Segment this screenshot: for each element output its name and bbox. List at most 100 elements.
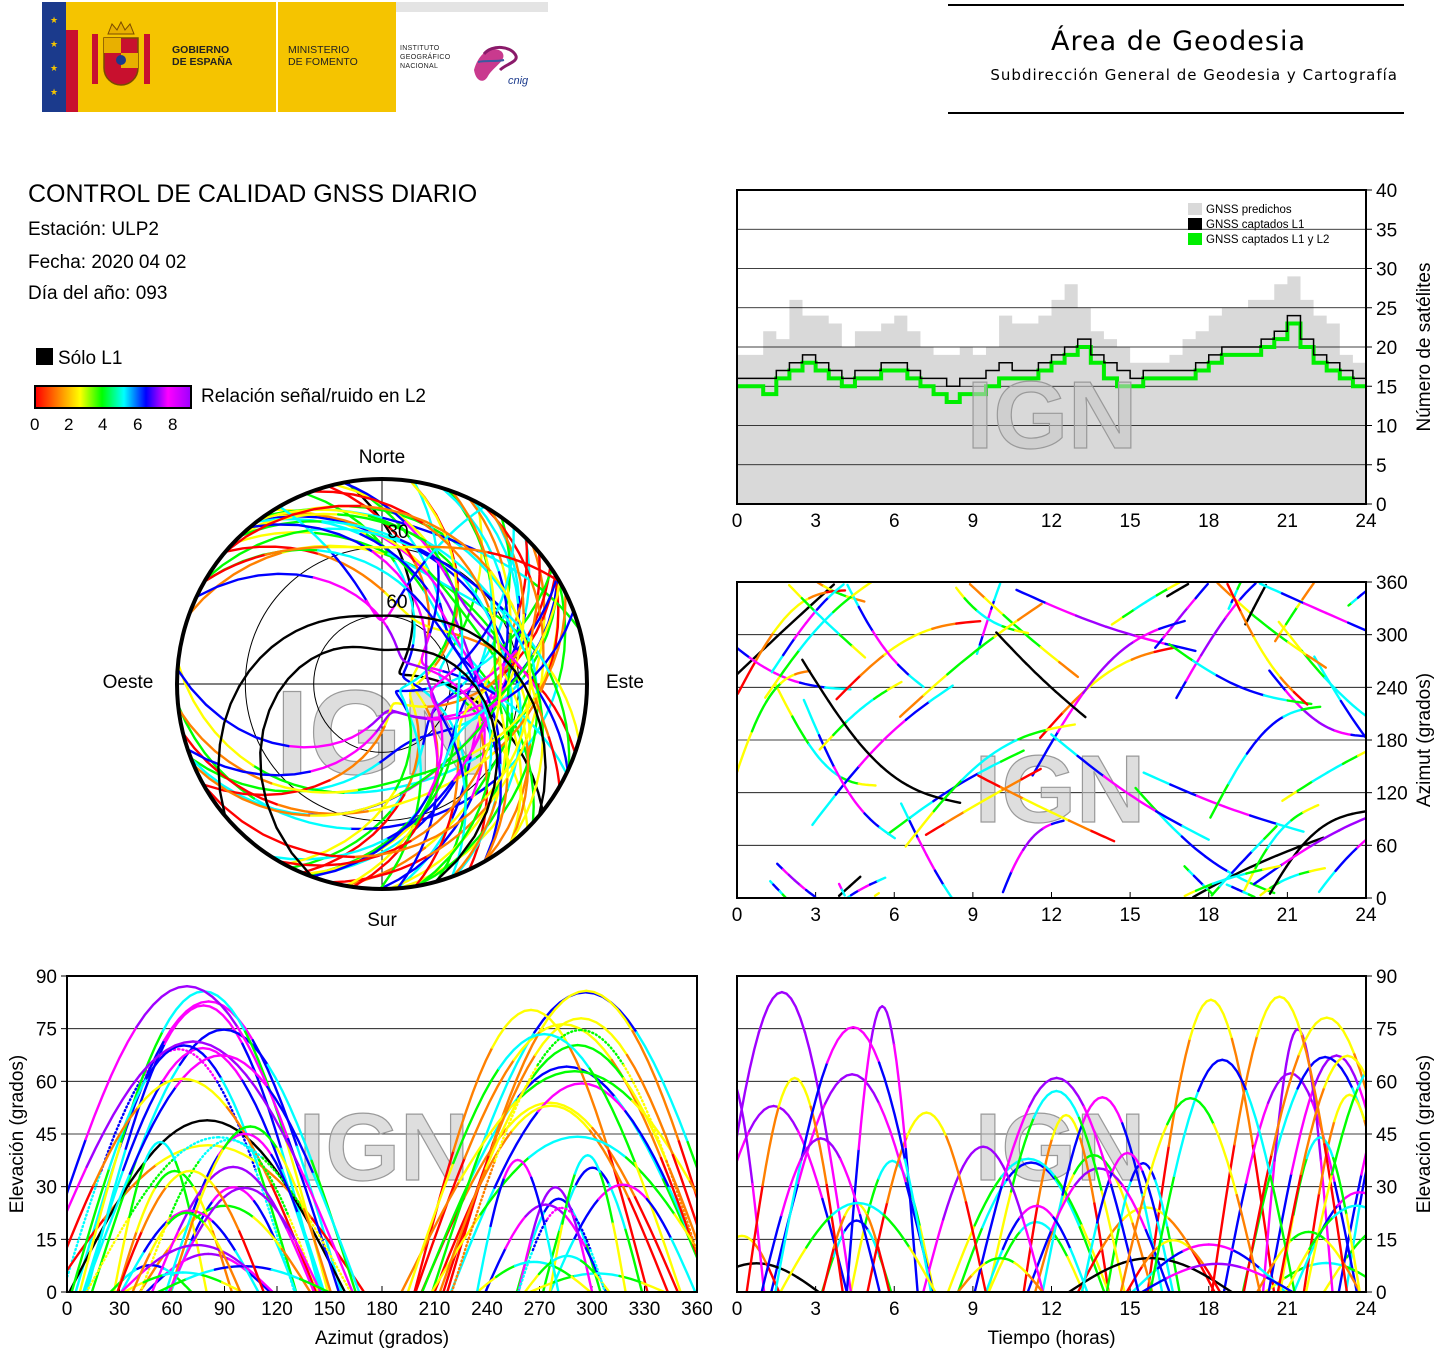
elevaz-track <box>211 1186 235 1203</box>
elevtime-track <box>999 1257 1016 1264</box>
satellites-xtick-label: 6 <box>889 511 900 532</box>
elevtime-track <box>1335 1054 1361 1089</box>
elevaz-track <box>276 1147 306 1211</box>
azimuth-track <box>1069 703 1087 719</box>
elevaz-track <box>295 1145 343 1292</box>
sky-track <box>426 540 490 596</box>
sky-track <box>433 618 517 673</box>
sky-track <box>483 726 502 863</box>
azimuth-track <box>1301 707 1320 724</box>
snr-tick: 8 <box>168 415 178 434</box>
sky-track <box>365 709 390 730</box>
elevtime-track <box>796 1129 824 1201</box>
elevaz-track <box>561 1023 614 1062</box>
azimuth-track <box>1082 661 1110 695</box>
azimuth-track <box>1284 614 1293 626</box>
azimuth-track <box>1024 662 1043 680</box>
sky-track <box>397 758 449 796</box>
azimuth-track <box>807 743 827 767</box>
elevtime-track <box>1131 1222 1154 1292</box>
elevtime-track <box>1323 1055 1354 1090</box>
elevtime-track <box>1079 1137 1096 1205</box>
azimuth-track <box>1194 882 1214 892</box>
elevaz-track <box>546 1206 563 1221</box>
azimuth-track <box>1186 597 1197 610</box>
satellites-ytick-label: 20 <box>1376 338 1397 359</box>
azimuth-track <box>976 609 992 622</box>
azimuth-track <box>770 653 785 674</box>
azimuth-track <box>1266 658 1282 679</box>
sky-track <box>531 580 561 658</box>
elevaz-xtick-label: 180 <box>366 1299 398 1320</box>
elevaz-track <box>131 1251 152 1292</box>
azimuth-track <box>1279 676 1296 694</box>
azimuth-track <box>1259 886 1272 897</box>
azimuth-track <box>1215 674 1242 689</box>
elevaz-track <box>491 1008 533 1049</box>
elevaz-track <box>67 1165 88 1215</box>
elevaz-track <box>579 1028 625 1067</box>
elevtime-track <box>845 1147 860 1292</box>
elevaz-track <box>253 1200 277 1241</box>
elevaz-track <box>204 1165 235 1185</box>
elevtime-track <box>1357 1085 1366 1113</box>
azimuth-track <box>1280 592 1306 605</box>
elevaz-track <box>198 1138 231 1162</box>
elevtime-track <box>1346 1054 1366 1080</box>
elevtime-track <box>1348 1093 1366 1123</box>
elevaz-track <box>257 1158 290 1218</box>
azimuth-track <box>1168 643 1195 662</box>
azimuth-track <box>1326 762 1345 774</box>
azimuth-track <box>1254 846 1269 870</box>
elevaz-track <box>497 1032 546 1070</box>
elevtime-track <box>1296 1055 1327 1090</box>
legend-label: GNSS predichos <box>1206 204 1292 216</box>
snr-color-bar <box>34 385 192 409</box>
elevtime-track <box>1140 1276 1169 1292</box>
elevaz-track <box>452 1046 494 1153</box>
elevtime-track <box>1146 1144 1170 1292</box>
azimuth-track <box>878 826 896 840</box>
sky-track <box>402 717 420 797</box>
azimuth-track <box>908 820 920 840</box>
coat-of-arms-icon <box>92 20 150 86</box>
elevaz-border <box>66 975 698 1293</box>
sky-track <box>424 697 509 721</box>
elevaz-track <box>136 1077 184 1109</box>
azimuth-track <box>1431 856 1444 863</box>
elevaz-track <box>611 1222 627 1292</box>
azimuth-track <box>1020 630 1042 649</box>
sky-track <box>534 697 551 739</box>
elevtime-track <box>1166 1226 1181 1292</box>
elevtime-ytick-label: 75 <box>1376 1020 1397 1041</box>
elevaz-track <box>573 1154 589 1175</box>
sky-track <box>484 712 514 811</box>
elevtime-track <box>1052 1216 1072 1251</box>
elevaz-track <box>186 1252 210 1261</box>
elevaz-track <box>120 1250 146 1292</box>
sky-track <box>472 499 520 606</box>
predicted-area <box>737 276 1366 504</box>
elevtime-xtick-label: 21 <box>1277 1299 1298 1320</box>
elevaz-xtick-label: 240 <box>471 1299 503 1320</box>
elevtime-track <box>1122 1206 1148 1220</box>
elevtime-track <box>1435 1174 1445 1292</box>
sky-track <box>430 691 443 717</box>
azimuth-track <box>1209 782 1230 819</box>
elevtime-track <box>718 1076 730 1105</box>
elevaz-track <box>631 1030 681 1143</box>
elevtime-track <box>1001 1216 1021 1251</box>
elevaz-track <box>82 1168 125 1292</box>
azimuth-track <box>995 631 1013 650</box>
elevaz-track <box>596 1272 621 1278</box>
azimuth-track <box>1390 883 1400 890</box>
sky-track <box>278 840 412 867</box>
elevtime-track <box>737 1234 744 1239</box>
azimuth-track <box>1067 819 1093 833</box>
elevtime-track <box>701 1199 725 1292</box>
star-icon: ★ <box>50 63 59 73</box>
azimuth-track <box>897 663 911 677</box>
satellites-xtick-label: 24 <box>1355 511 1377 532</box>
elevtime-track <box>1029 1161 1057 1182</box>
azimuth-track <box>1185 654 1203 682</box>
